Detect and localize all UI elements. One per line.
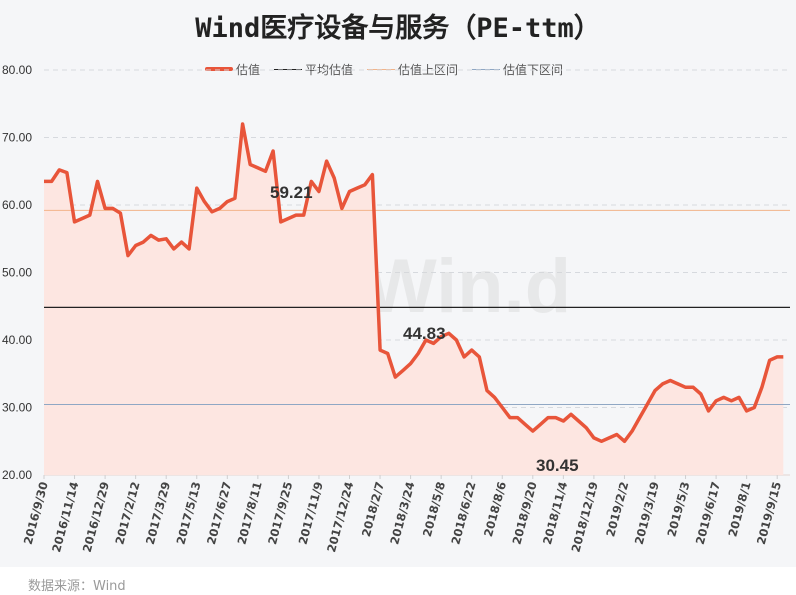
x-tick-label: 2017/9/25 bbox=[265, 480, 295, 546]
y-tick-label: 40.00 bbox=[2, 333, 32, 347]
x-tick-label: 2018/12/19 bbox=[569, 480, 601, 554]
y-tick-label: 70.00 bbox=[2, 131, 32, 145]
valuation-line bbox=[44, 122, 784, 444]
x-tick-label: 2019/3/19 bbox=[632, 480, 662, 546]
x-tick-label: 2016/11/14 bbox=[49, 480, 81, 554]
chart-plot-area: 80.00 70.00 60.00 50.00 40.00 30.00 20.00 Win.d… bbox=[2, 63, 790, 554]
x-tick-label: 2018/8/6 bbox=[481, 480, 509, 538]
legend-label-upper: 估值上区间 bbox=[398, 62, 459, 77]
data-source-note: 数据来源：Wind bbox=[28, 579, 126, 594]
lower-band-annotation: 30.45 bbox=[536, 456, 579, 475]
legend-swatch-lower bbox=[472, 68, 501, 70]
x-tick-label: 2017/11/9 bbox=[296, 480, 326, 546]
x-tick-label: 2019/5/3 bbox=[664, 480, 692, 538]
x-tick-label: 2017/6/27 bbox=[204, 480, 234, 546]
legend-item-mean[interactable]: 平均估值 bbox=[274, 61, 353, 78]
legend-item-upper[interactable]: 估值上区间 bbox=[367, 61, 458, 78]
legend-label-valuation: 估值 bbox=[236, 62, 261, 77]
x-tick-label: 2018/11/4 bbox=[540, 480, 570, 546]
x-tick-label: 2018/6/22 bbox=[448, 480, 478, 546]
x-tick-label: 2016/12/29 bbox=[80, 480, 112, 554]
legend-item-valuation[interactable]: 估值 bbox=[205, 61, 260, 78]
legend-label-mean: 平均估值 bbox=[305, 62, 354, 77]
x-tick-label: 2017/12/24 bbox=[324, 480, 356, 554]
y-tick-label: 30.00 bbox=[2, 401, 32, 415]
y-tick-label: 50.00 bbox=[2, 266, 32, 280]
chart-title: Wind医疗设备与服务（PE-ttm） bbox=[195, 13, 601, 44]
x-tick-label: 2019/2/2 bbox=[603, 480, 631, 538]
x-tick-label: 2017/5/13 bbox=[173, 480, 203, 546]
x-tick-label: 2019/6/17 bbox=[693, 480, 723, 546]
valuation-area-fill bbox=[44, 124, 784, 475]
x-tick-label: 2018/2/7 bbox=[359, 480, 387, 538]
x-tick-label: 2017/3/29 bbox=[143, 480, 173, 546]
upper-band-annotation: 59.21 bbox=[270, 183, 313, 202]
y-tick-label: 60.00 bbox=[2, 198, 32, 212]
legend-swatch-valuation bbox=[205, 67, 233, 71]
x-tick-label: 2016/9/30 bbox=[21, 480, 51, 546]
x-tick-label: 2018/5/8 bbox=[420, 480, 448, 538]
legend-swatch-mean bbox=[274, 68, 303, 70]
y-tick-label: 20.00 bbox=[2, 468, 32, 482]
x-tick-label: 2017/2/12 bbox=[112, 480, 142, 546]
legend-swatch-upper bbox=[367, 68, 396, 70]
x-tick-label: 2019/8/1 bbox=[725, 480, 753, 538]
x-tick-label: 2018/9/20 bbox=[510, 480, 540, 546]
y-tick-label: 80.00 bbox=[2, 63, 32, 77]
mean-annotation: 44.83 bbox=[403, 324, 446, 343]
x-tick-label: 2017/8/11 bbox=[235, 480, 265, 546]
x-tick-label: 2019/9/15 bbox=[754, 480, 784, 546]
x-tick-label: 2018/3/24 bbox=[387, 480, 417, 546]
watermark-text: Win.d bbox=[365, 244, 571, 329]
